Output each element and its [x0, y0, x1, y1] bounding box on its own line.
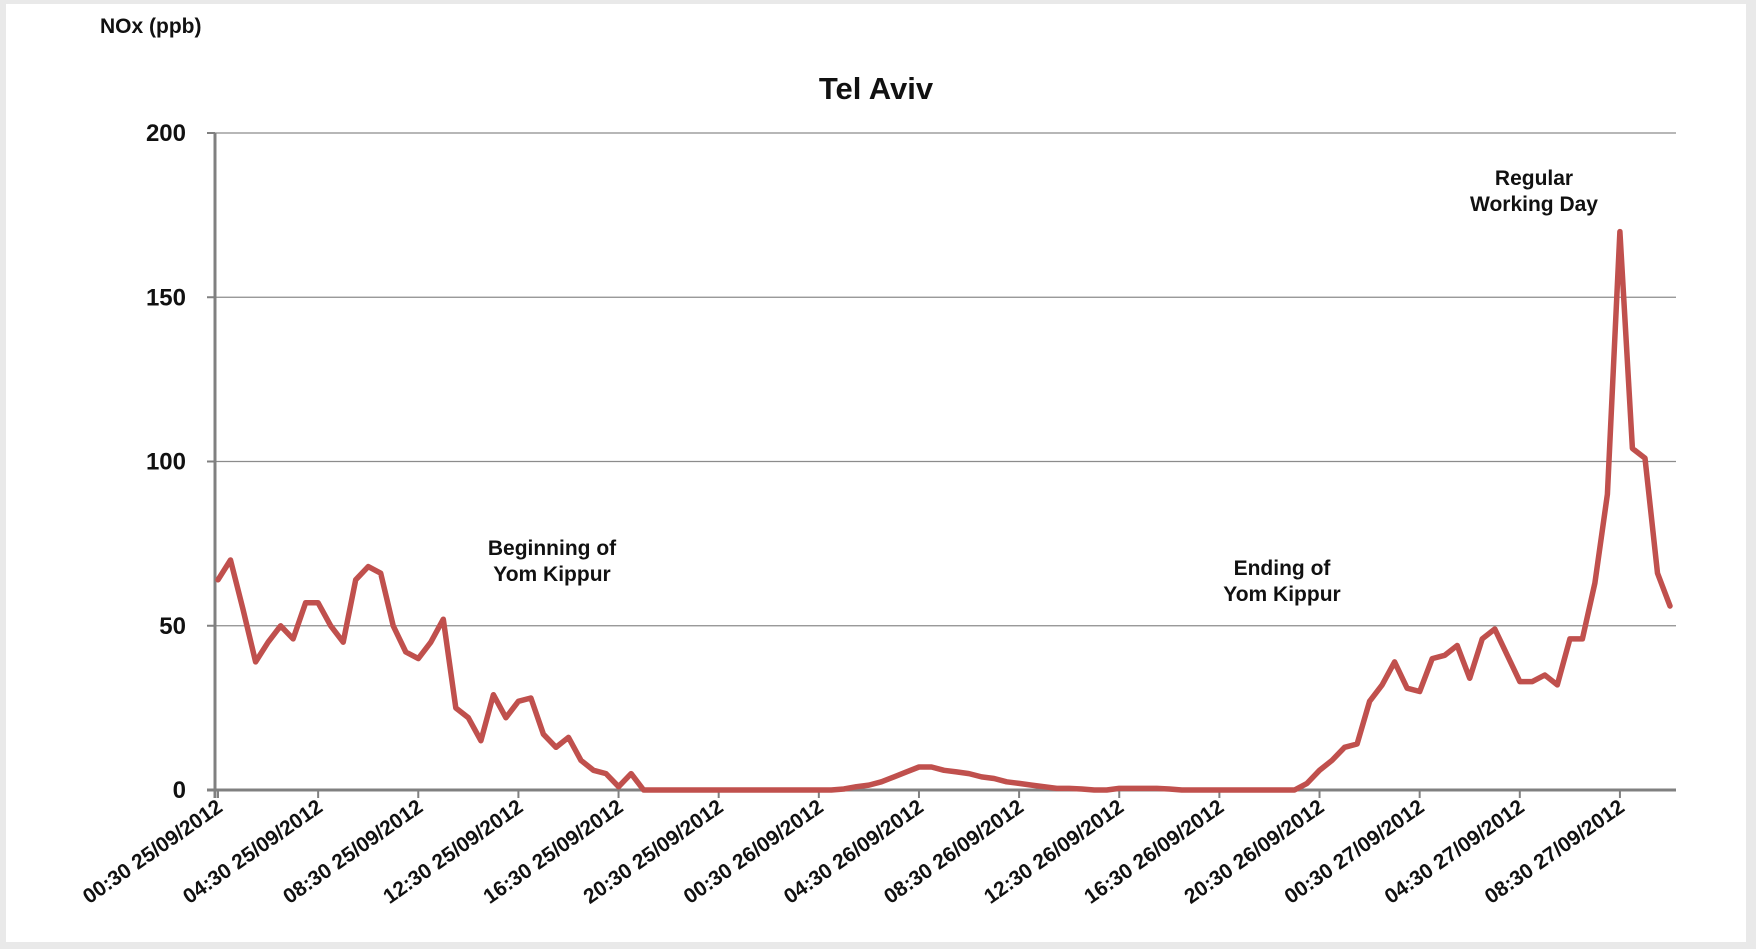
axes	[207, 132, 1676, 798]
y-tick-label: 100	[146, 449, 186, 476]
series-line	[215, 228, 1673, 793]
annotation-line: Ending of	[1234, 557, 1332, 580]
annotation-line: Working Day	[1470, 193, 1598, 216]
y-axis-label: NOx (ppb)	[100, 15, 201, 38]
y-tick-label: 150	[146, 284, 186, 311]
y-tick-labels: 0 50 100 150 200	[146, 120, 186, 804]
annotation: Ending of Yom Kippur	[1223, 557, 1340, 606]
y-tick-label: 200	[146, 120, 186, 147]
annotation: Beginning of Yom Kippur	[488, 537, 617, 586]
annotation-line: Beginning of	[488, 537, 617, 560]
annotations: Beginning of Yom Kippur Ending of Yom Kippu…	[488, 167, 1598, 606]
annotation-line: Yom Kippur	[493, 563, 610, 586]
gridlines	[215, 132, 1676, 627]
annotation-line: Regular	[1495, 167, 1573, 190]
annotation-line: Yom Kippur	[1223, 583, 1340, 606]
y-tick-label: 50	[159, 613, 186, 640]
annotation: Regular Working Day	[1470, 167, 1598, 216]
chart-title: Tel Aviv	[819, 71, 934, 106]
series-layer	[215, 228, 1673, 793]
y-tick-label: 0	[173, 777, 186, 804]
